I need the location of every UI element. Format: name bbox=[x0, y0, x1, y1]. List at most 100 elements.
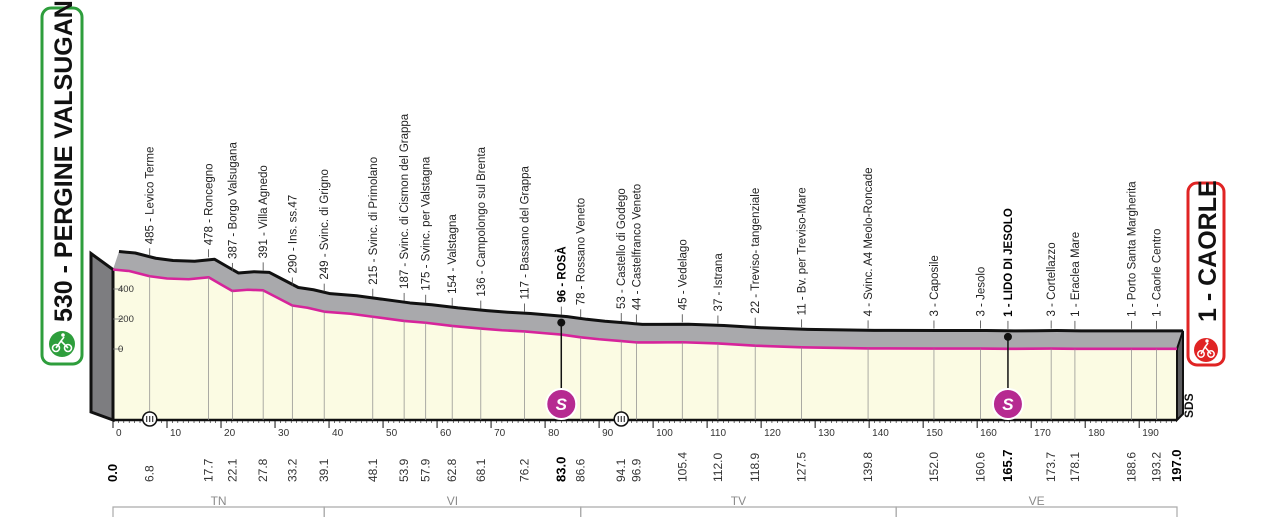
km-tick-label: 20 bbox=[224, 428, 236, 439]
km-tick-label: 0 bbox=[116, 428, 122, 439]
place-label: 1 - Porto Santa Margherita bbox=[1127, 181, 1139, 317]
place-label: 187 - Svinc. di Cismon del Grappa bbox=[399, 113, 411, 289]
place-labels: 485 - Levico Terme 478 - Roncegno 387 - Bo… bbox=[145, 113, 1163, 420]
elevation-tick-label: 400 bbox=[118, 284, 134, 295]
distance-label: 197.0 bbox=[1169, 449, 1184, 482]
place-label: 1 - Caorle Centro bbox=[1151, 229, 1163, 317]
km-tick-label: 70 bbox=[494, 428, 506, 439]
distance-label: 152.0 bbox=[927, 452, 941, 482]
place-label: 387 - Borgo Valsugana bbox=[227, 142, 239, 259]
distance-label: 188.6 bbox=[1125, 452, 1139, 482]
feed-zone-icon-mark bbox=[146, 416, 154, 422]
distance-label: 68.1 bbox=[474, 458, 488, 482]
place-label: 96 - ROSÀ bbox=[555, 246, 568, 302]
distance-label: 127.5 bbox=[795, 452, 809, 482]
km-tick-label: 190 bbox=[1142, 428, 1159, 439]
distance-label: 62.8 bbox=[445, 458, 459, 482]
place-label: 3 - Jesolo bbox=[975, 267, 987, 317]
finish-plaque: 1 - CAORLE bbox=[1186, 180, 1226, 367]
km-tick-label: 90 bbox=[602, 428, 614, 439]
region-label: VI bbox=[447, 494, 458, 508]
distance-label: 193.2 bbox=[1149, 452, 1163, 482]
sprint-icon-letter: S bbox=[556, 395, 568, 414]
place-label: 37 - Istrana bbox=[713, 253, 725, 312]
profile-start-wall bbox=[89, 250, 115, 423]
distance-label: 105.4 bbox=[675, 452, 689, 482]
place-label: 215 - Svinc. di Primolano bbox=[368, 157, 380, 285]
region-bracket bbox=[895, 506, 1178, 517]
km-tick-label: 10 bbox=[170, 428, 182, 439]
distance-label: 22.1 bbox=[225, 458, 239, 482]
distance-label: 76.2 bbox=[518, 458, 532, 482]
distance-label: 57.9 bbox=[419, 458, 433, 482]
profile-finish-wall bbox=[1176, 330, 1184, 423]
distance-labels: 0.0 6.8 17.7 22.1 27.8 33.2 39.1 48.1 53.9 57.9 62… bbox=[105, 449, 1184, 482]
km-tick-label: 40 bbox=[332, 428, 344, 439]
finish-bike-icon bbox=[1194, 338, 1218, 362]
km-tick-label: 120 bbox=[764, 428, 781, 439]
distance-label: 53.9 bbox=[397, 458, 411, 482]
region-bracket bbox=[323, 506, 582, 517]
sprint-icon bbox=[545, 388, 578, 420]
distance-label: 27.8 bbox=[256, 458, 270, 482]
distance-label: 6.8 bbox=[143, 465, 157, 482]
place-label: 485 - Levico Terme bbox=[145, 147, 157, 245]
place-label: 4 - Svinc. A4 Meolo-Roncade bbox=[863, 167, 875, 316]
distance-label: 83.0 bbox=[553, 457, 568, 482]
distance-label: 112.0 bbox=[711, 453, 725, 482]
km-tick-label: 50 bbox=[386, 428, 398, 439]
elevation-axis: 0 200 400 bbox=[113, 284, 134, 355]
km-tick-label: 170 bbox=[1034, 428, 1051, 439]
distance-label: 178.1 bbox=[1068, 452, 1082, 482]
km-tick-label: 180 bbox=[1088, 428, 1105, 439]
km-tick-label: 110 bbox=[710, 428, 726, 439]
sprint-icon-letter: S bbox=[1002, 395, 1014, 414]
profile-top-edge bbox=[118, 250, 1183, 333]
distance-label: 39.1 bbox=[317, 458, 331, 482]
sprint-icon bbox=[991, 388, 1024, 420]
distance-label: 0.0 bbox=[105, 464, 120, 482]
place-label: 44 - Castelfranco Veneto bbox=[631, 184, 643, 311]
place-label: 1 - Eraclea Mare bbox=[1070, 232, 1082, 317]
place-label: 391 - Villa Agnedo bbox=[258, 165, 270, 258]
region-label: TV bbox=[731, 494, 746, 508]
place-label: 22 - Treviso- tangenziale bbox=[750, 188, 762, 314]
distance-label: 17.7 bbox=[202, 458, 216, 482]
place-label: 3 - Caposile bbox=[929, 255, 941, 316]
place-label: 117 - Bassano del Grappa bbox=[520, 165, 532, 299]
km-axis: 0 10 20 30 40 50 60 70 80 90 100 110 120 130 140 150 160… bbox=[112, 420, 1172, 439]
sprint-point bbox=[1003, 332, 1012, 341]
place-label: 3 - Cortellazzo bbox=[1046, 242, 1058, 316]
profile-top-band bbox=[113, 251, 1183, 349]
place-label: 136 - Campolongo sul Brenta bbox=[476, 146, 488, 296]
place-label: 290 - Ins. ss.47 bbox=[287, 195, 299, 274]
region-bracket bbox=[112, 506, 325, 517]
elevation-tick-label: 200 bbox=[118, 314, 134, 325]
km-tick-label: 80 bbox=[548, 428, 560, 439]
feed-zone-icon-mark bbox=[617, 416, 625, 422]
distance-label: 86.6 bbox=[574, 458, 588, 482]
km-tick-label: 130 bbox=[818, 428, 835, 439]
place-label: 175 - Svinc. per Valstagna bbox=[421, 156, 433, 291]
finish-label: 1 - CAORLE bbox=[1194, 180, 1222, 322]
km-tick-label: 100 bbox=[656, 428, 673, 439]
place-label: 45 - Vedelago bbox=[677, 239, 689, 310]
start-plaque: 530 - PERGINE VALSUGANA bbox=[40, 0, 84, 366]
region-label: VE bbox=[1029, 494, 1045, 508]
region-bracket bbox=[580, 506, 897, 517]
region-bar: TN VI TV VE bbox=[112, 494, 1178, 517]
distance-label: 118.9 bbox=[748, 453, 762, 482]
place-label: 53 - Castello di Godego bbox=[616, 188, 628, 309]
start-bike-icon bbox=[49, 331, 75, 357]
km-tick-label: 60 bbox=[440, 428, 452, 439]
region-label: TN bbox=[211, 494, 227, 508]
sprint-point bbox=[557, 318, 566, 327]
place-label: 249 - Svinc. di Grigno bbox=[319, 169, 331, 280]
start-label: 530 - PERGINE VALSUGANA bbox=[50, 0, 78, 322]
place-label: 78 - Rossano Veneto bbox=[576, 198, 588, 305]
distance-label: 94.1 bbox=[614, 458, 628, 482]
distance-label: 165.7 bbox=[1000, 449, 1015, 482]
distance-label: 160.6 bbox=[973, 452, 987, 482]
